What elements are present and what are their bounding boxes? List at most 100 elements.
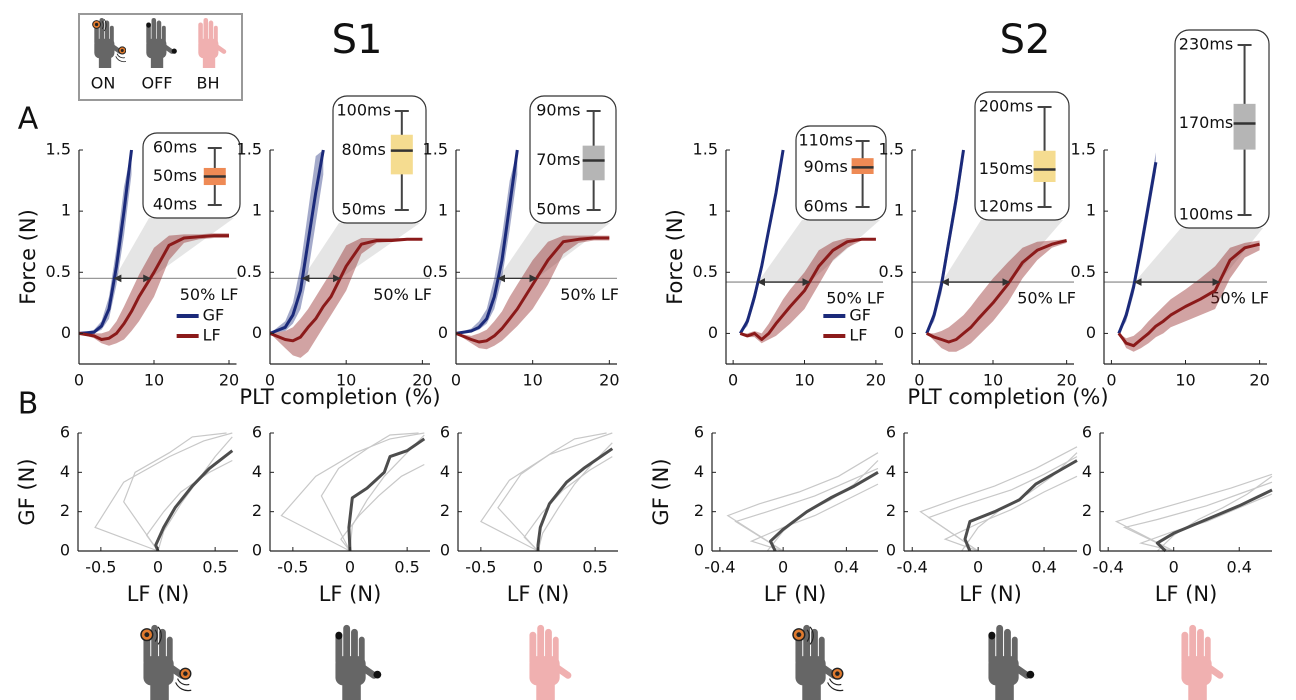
trial-trace [498,433,607,551]
x-tick-label: 0.5 [202,558,227,577]
box [391,135,413,175]
x-tick-label: 0.4 [834,558,859,577]
y-tick-label: 1.5 [423,140,448,159]
trial-trace [728,453,878,551]
y-tick-label: 0 [1082,541,1092,560]
y-tick-label: 1 [252,201,262,220]
x-tick-label: 0 [345,558,355,577]
x-tick-label: 10 [144,371,164,390]
y-tick-label: 1 [61,201,71,220]
x-tick-label: 0 [533,558,543,577]
panel-label: B [18,387,39,422]
y-tick-label: 2 [252,501,262,520]
inset-label: 90ms [804,157,848,176]
x-axis-label: LF (N) [507,582,570,606]
trial-trace [1116,474,1272,551]
y-tick-label: 1.5 [1071,140,1096,159]
mean-trace [156,451,233,551]
threshold-annotation: 50% LF [560,285,619,304]
y-tick-label: 6 [252,423,262,442]
y-tick-label: 6 [60,423,70,442]
y-tick-label: 0 [886,541,896,560]
box [583,146,605,181]
figure: ON OFF BH S1 S2 A B PLT completion (%) P… [0,0,1296,700]
x-tick-label: 0 [778,558,788,577]
trial-trace [341,465,424,552]
trial-trace [124,433,227,551]
line [79,150,132,333]
y-tick-label: 0.5 [423,262,448,281]
y-tick-label: 6 [440,423,450,442]
legend-label: GF [849,306,871,325]
y-tick-label: 4 [886,462,896,481]
inset-label: 70ms [536,150,580,169]
x-tick-label: 10 [336,371,356,390]
trial-trace [524,457,612,551]
x-tick-label: 0 [914,371,924,390]
y-tick-label: 4 [1082,462,1092,481]
y-tick-label: 0 [60,541,70,560]
x-tick-label: 10 [983,371,1003,390]
mean-trace [1157,490,1272,551]
inset-label: 170ms [1179,113,1233,132]
box [1234,104,1256,150]
legend-label: LF [203,326,221,345]
y-tick-label: 0 [252,541,262,560]
y-tick-label: 4 [440,462,450,481]
y-tick-label: 4 [694,462,704,481]
y-tick-label: 2 [60,501,70,520]
panel-label: A [18,102,39,137]
x-tick-label: 20 [412,371,432,390]
x-axis-label: LF (N) [319,582,382,606]
x-axis-label: LF (N) [764,582,827,606]
x-axis-label: LF (N) [127,582,190,606]
y-tick-label: 2 [694,501,704,520]
x-tick-label: 0 [74,371,84,390]
band [740,150,783,333]
mean-trace [771,472,879,551]
y-tick-label: 0 [708,323,718,342]
trial-trace [921,447,1078,551]
y-tick-label: 0 [438,323,448,342]
y-tick-label: 0.5 [693,262,718,281]
x-tick-label: 0 [265,371,275,390]
y-tick-label: 1 [708,201,718,220]
y-tick-label: 0 [440,541,450,560]
y-tick-label: 0 [61,323,71,342]
y-axis-label: GF (N) [649,458,673,525]
y-tick-label: 6 [1082,423,1092,442]
trial-trace [1157,476,1272,551]
line [927,150,964,333]
x-tick-label: 10 [522,371,542,390]
y-tick-label: 4 [252,462,262,481]
x-tick-label: -0.4 [1093,558,1124,577]
inset-label: 200ms [979,97,1033,116]
inset-label: 60ms [804,197,848,216]
subject-title: S2 [1000,17,1051,63]
y-axis-label: Force (N) [663,209,687,305]
threshold-annotation: 50% LF [1017,289,1076,308]
x-tick-label: 0 [728,371,738,390]
x-tick-label: -0.5 [465,558,496,577]
x-axis-label: LF (N) [1155,582,1218,606]
x-axis-label: LF (N) [959,582,1022,606]
threshold-annotation: 50% LF [180,285,239,304]
x-tick-label: 20 [866,371,886,390]
x-tick-label: 20 [219,371,239,390]
mean-trace [538,449,612,551]
inset-label: 150ms [979,159,1033,178]
inset-label: 100ms [1179,205,1233,224]
y-tick-label: 1.5 [879,140,904,159]
y-tick-label: 6 [886,423,896,442]
y-axis-label: GF (N) [15,458,39,525]
y-tick-label: 2 [440,501,450,520]
x-tick-label: 0.5 [582,558,607,577]
y-axis-label: Force (N) [16,209,40,305]
x-tick-label: 0.5 [394,558,419,577]
x-tick-label: 20 [1249,371,1269,390]
x-tick-label: 0.4 [1031,558,1056,577]
inset-label: 40ms [153,195,197,214]
y-tick-label: 2 [886,501,896,520]
x-tick-label: 0 [1106,371,1116,390]
subject-title: S1 [332,17,383,63]
